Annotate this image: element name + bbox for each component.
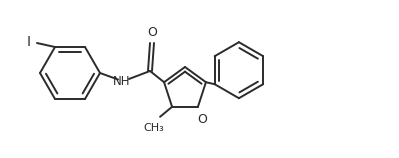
Text: O: O — [197, 113, 207, 126]
Text: NH: NH — [113, 75, 131, 88]
Text: CH₃: CH₃ — [144, 123, 164, 133]
Text: O: O — [147, 26, 157, 39]
Text: I: I — [27, 35, 31, 49]
